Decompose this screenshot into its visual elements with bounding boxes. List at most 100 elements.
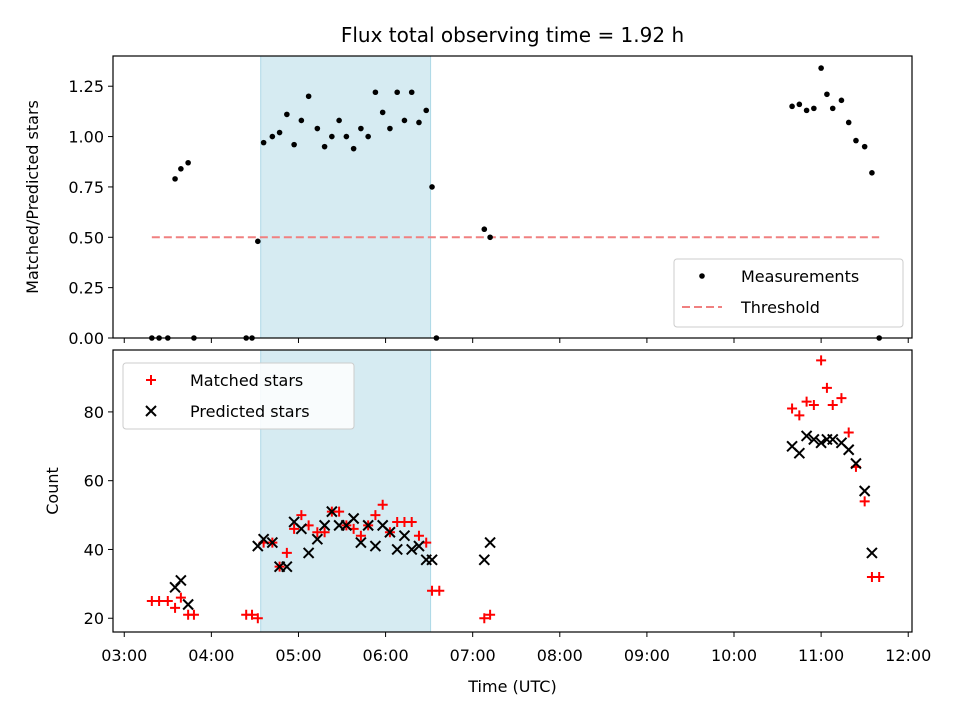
measurement-point: [343, 133, 350, 140]
matched-star-point: [188, 609, 199, 620]
predicted-star-point: [484, 536, 496, 549]
x-tick-label: 09:00: [624, 646, 670, 665]
measurement-point: [314, 125, 321, 132]
measurement-point: [845, 119, 852, 126]
measurement-point: [824, 91, 830, 98]
legend-label: Threshold: [740, 298, 820, 317]
predicted-star-point: [326, 505, 338, 518]
matched-star-point: [821, 382, 832, 393]
y-tick-label: 0.50: [68, 228, 104, 247]
measurement-point: [423, 107, 430, 114]
matched-star-point: [175, 592, 186, 603]
y-tick-label: 40: [84, 540, 104, 559]
measurement-point: [789, 103, 795, 110]
x-tick-label: 04:00: [188, 646, 234, 665]
measurement-point: [401, 117, 408, 124]
x-tick-label: 12:00: [885, 646, 931, 665]
x-tick-label: 08:00: [537, 646, 583, 665]
matched-star-point: [843, 427, 854, 438]
measurement-point: [178, 166, 184, 172]
measurement-point: [305, 93, 312, 100]
predicted-star-point: [302, 547, 315, 559]
measurement-point: [861, 143, 868, 150]
measurement-point: [796, 101, 803, 108]
measurement-point: [284, 111, 290, 118]
top-plot-frame: [112, 55, 913, 339]
matched-star-point: [377, 499, 388, 510]
matched-star-point: [247, 609, 258, 620]
legend-box: [122, 362, 355, 430]
legend-box: [673, 258, 904, 328]
top-y-axis-label: Matched/Predicted stars: [23, 100, 42, 294]
measurement-point: [487, 234, 493, 241]
predicted-star-point: [478, 554, 491, 566]
bottom-legend: Matched stars Predicted stars: [122, 362, 355, 430]
measurement-point: [350, 145, 357, 152]
measurement-point: [818, 65, 824, 71]
measurement-point: [276, 129, 283, 136]
measurement-point: [829, 105, 836, 112]
matched-star-point: [874, 571, 885, 582]
chart-title: Flux total observing time = 1.92 h: [341, 23, 684, 47]
x-tick-label: 05:00: [275, 646, 321, 665]
x-tick-label: 03:00: [101, 646, 147, 665]
matched-star-point: [801, 396, 812, 407]
predicted-star-point: [182, 598, 194, 611]
matched-star-point: [836, 393, 847, 404]
matched-star-point: [479, 613, 490, 624]
y-tick-label: 80: [84, 403, 104, 422]
bottom-panel: 20 40 60 80 03:00 04:00 05:00 06:00 07:00 08:00 0…: [43, 349, 931, 696]
measurement-point: [416, 119, 422, 126]
y-tick-label: 20: [84, 609, 104, 628]
measurement-point: [372, 89, 379, 96]
measurement-point: [811, 105, 817, 112]
legend-label: Predicted stars: [190, 402, 310, 421]
x-tick-label: 10:00: [711, 646, 757, 665]
matched-star-point: [289, 523, 300, 534]
predicted-star-point: [347, 512, 360, 525]
measurement-point: [481, 226, 488, 233]
measurement-point: [387, 125, 393, 132]
matched-star-point: [808, 400, 819, 411]
legend-plus-marker: [146, 375, 156, 385]
predicted-star-point: [808, 433, 820, 446]
bottom-plot-frame: [112, 349, 913, 633]
measurement-point: [255, 238, 261, 245]
matched-star-point: [154, 596, 165, 607]
measurement-point: [269, 133, 276, 140]
predicted-star-point: [827, 433, 839, 446]
measurement-point: [336, 117, 342, 124]
y-tick-label: 0.00: [68, 329, 104, 348]
measurement-point: [291, 141, 297, 148]
predicted-star-point: [355, 536, 367, 549]
predicted-star-point: [866, 547, 878, 559]
predicted-star-point: [311, 533, 324, 545]
matched-star-point: [794, 410, 805, 421]
measurement-point: [838, 97, 845, 104]
shaded-time-region: [260, 55, 432, 339]
predicted-star-point: [398, 529, 411, 542]
matched-star-point: [406, 516, 417, 527]
predicted-star-point: [384, 526, 396, 538]
x-tick-label: 11:00: [798, 646, 844, 665]
matched-star-point: [170, 602, 181, 613]
matched-star-point: [319, 527, 330, 538]
predicted-star-point: [815, 437, 827, 449]
y-tick-label: 1.25: [68, 77, 104, 96]
legend-label: Matched stars: [190, 371, 303, 390]
predicted-star-point: [295, 523, 308, 535]
measurement-point: [394, 89, 400, 96]
legend-label: Measurements: [741, 267, 859, 286]
matched-star-point: [787, 403, 798, 414]
matched-star-point: [859, 496, 870, 507]
matched-star-point: [252, 613, 263, 624]
measurement-point: [260, 139, 267, 146]
y-tick-label: 0.25: [68, 279, 104, 298]
matched-star-point: [816, 355, 827, 366]
legend-dot-marker: [699, 273, 705, 279]
measurement-point: [853, 137, 859, 144]
matched-star-point: [162, 596, 173, 607]
predicted-star-point: [800, 430, 813, 442]
matched-star-point: [355, 530, 366, 541]
matched-star-point: [485, 609, 496, 620]
